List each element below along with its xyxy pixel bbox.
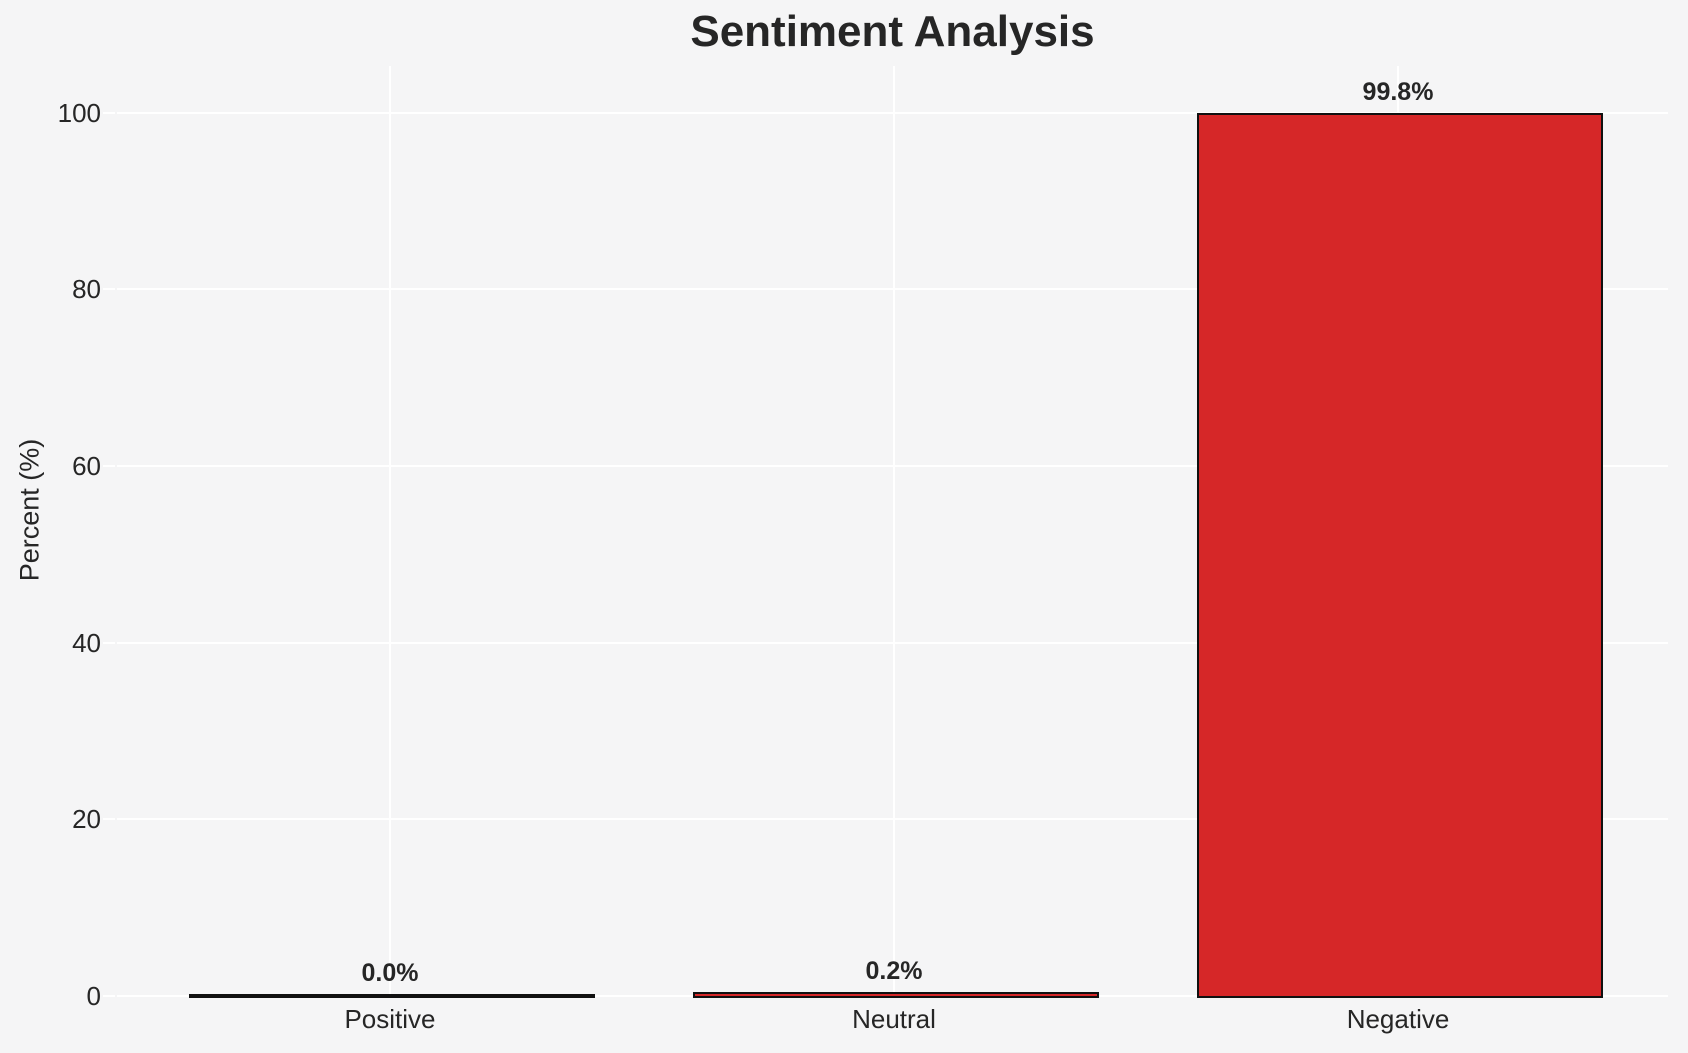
bar-value-label-negative: 99.8%: [1362, 78, 1434, 106]
y-tick-label-20: 20: [72, 804, 101, 834]
bar-negative: [1197, 113, 1603, 998]
y-tick-mark-100: [103, 112, 115, 114]
gridline-horizontal-80: [117, 288, 1668, 290]
gridline-horizontal-20: [117, 818, 1668, 820]
x-tick-label-negative: Negative: [1346, 1004, 1450, 1034]
bar-value-label-positive: 0.0%: [361, 959, 419, 987]
y-tick-label-40: 40: [72, 628, 101, 658]
y-tick-mark-20: [103, 818, 115, 820]
gridline-horizontal-40: [117, 642, 1668, 644]
y-tick-mark-80: [103, 288, 115, 290]
bar-value-label-neutral: 0.2%: [865, 957, 923, 985]
y-tick-label-100: 100: [57, 98, 101, 128]
chart-title: Sentiment Analysis: [690, 7, 1095, 56]
y-tick-mark-40: [103, 642, 115, 644]
y-tick-label-0: 0: [86, 981, 101, 1011]
gridline-horizontal-100: [117, 112, 1668, 114]
gridline-vertical-positive: [389, 66, 391, 996]
bar-positive: [189, 994, 595, 998]
x-tick-label-positive: Positive: [344, 1004, 436, 1034]
bar-neutral: [693, 992, 1099, 998]
y-tick-mark-0: [103, 995, 115, 997]
gridline-vertical-neutral: [893, 66, 895, 996]
gridline-horizontal-60: [117, 465, 1668, 467]
y-tick-label-80: 80: [72, 274, 101, 304]
y-tick-mark-60: [103, 465, 115, 467]
y-tick-label-60: 60: [72, 451, 101, 481]
x-tick-label-neutral: Neutral: [852, 1004, 936, 1034]
